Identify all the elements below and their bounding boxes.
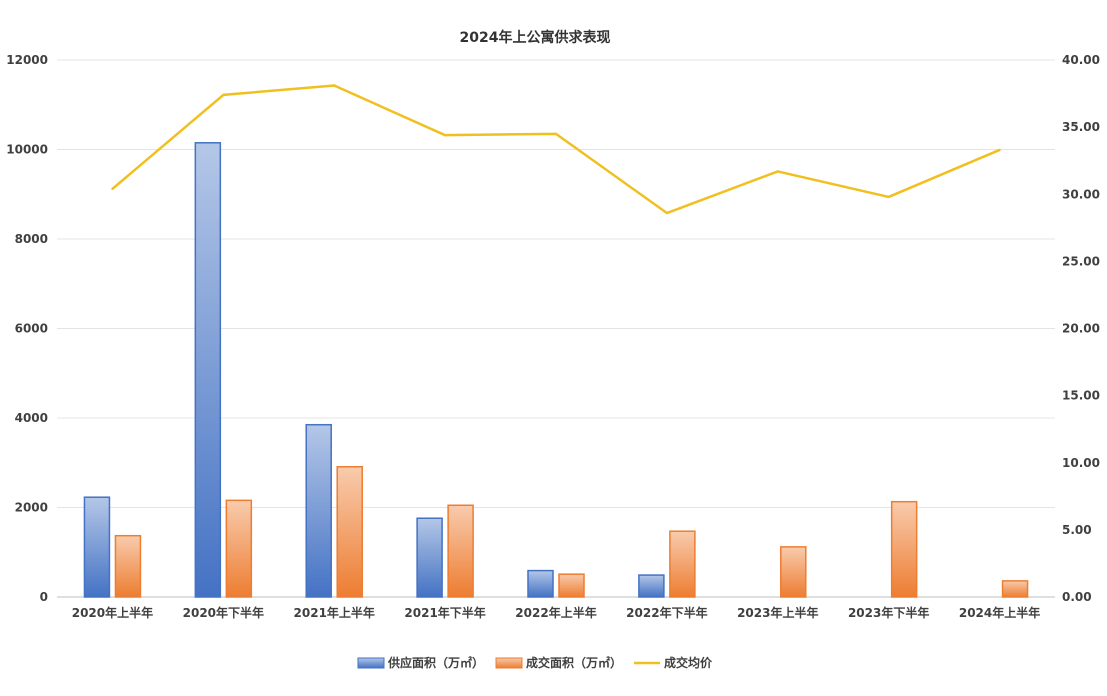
avg-price-point <box>443 133 447 137</box>
supply-bar <box>305 423 332 598</box>
y-left-tick-label: 12000 <box>6 53 48 67</box>
y-right-tick-label: 0.00 <box>1062 590 1092 604</box>
deal-bar <box>225 499 253 598</box>
deal-bar <box>558 573 585 598</box>
y-right-tick-label: 10.00 <box>1062 456 1100 470</box>
avg-price-point <box>222 93 225 97</box>
supply-bar <box>416 517 443 598</box>
avg-price-point <box>998 148 1001 152</box>
chart-title: 2024年上公寓供求表现 <box>460 29 611 46</box>
supply-bar <box>527 569 554 598</box>
y-left-tick-label: 4000 <box>15 411 48 425</box>
y-left-tick-label: 2000 <box>15 501 48 515</box>
supply-bar <box>194 142 222 598</box>
avg-price-point <box>665 211 669 215</box>
x-tick-label: 2021年上半年 <box>294 605 375 620</box>
avg-price-point <box>333 84 336 87</box>
x-tick-label: 2021年下半年 <box>404 605 485 620</box>
y-left-tick-label: 8000 <box>15 232 48 246</box>
x-tick-label: 2022年上半年 <box>515 605 596 620</box>
x-tick-label: 2020年上半年 <box>72 605 153 620</box>
x-tick-label: 2020年下半年 <box>183 605 264 620</box>
gridlines <box>57 59 1055 598</box>
deal-bar <box>780 546 807 598</box>
deal-bar <box>114 534 142 598</box>
deal-bar <box>1001 580 1029 598</box>
deal-bar <box>669 530 696 598</box>
y-right-tick-label: 40.00 <box>1062 53 1100 67</box>
supply-bar <box>638 574 665 598</box>
legend-label: 供应面积（万㎡） <box>387 655 484 670</box>
y-left-tick-label: 10000 <box>6 143 48 157</box>
axes: 0 2000 4000 6000 8000 10000 12000 0.00 5.00 10.00… <box>6 53 1100 620</box>
deal-bar <box>336 466 363 598</box>
x-tick-label: 2024年上半年 <box>959 605 1040 620</box>
avg-price-point <box>111 187 114 191</box>
y-right-tick-label: 35.00 <box>1062 120 1100 134</box>
y-right-tick-label: 30.00 <box>1062 187 1100 201</box>
avg-price-point <box>554 132 558 136</box>
avg-price-point <box>887 195 890 199</box>
deal-bar <box>890 500 918 598</box>
legend-swatch <box>357 657 385 669</box>
y-right-tick-label: 5.00 <box>1062 523 1092 537</box>
avg-price-point <box>776 170 779 173</box>
y-left-tick-label: 6000 <box>15 322 48 336</box>
legend-label: 成交均价 <box>664 655 713 670</box>
y-left-tick-label: 0 <box>40 590 48 604</box>
supply-bar <box>83 496 111 598</box>
x-tick-label: 2023年下半年 <box>848 605 929 620</box>
y-right-tick-label: 20.00 <box>1062 322 1100 336</box>
y-right-tick-label: 15.00 <box>1062 389 1100 403</box>
x-tick-label: 2022年下半年 <box>626 605 707 620</box>
legend-swatch <box>495 657 523 669</box>
line-series <box>111 84 1001 215</box>
legend-label: 成交面积（万㎡） <box>526 655 622 670</box>
x-tick-label: 2023年上半年 <box>737 605 818 620</box>
deal-bar <box>447 504 474 598</box>
bars <box>83 142 1029 598</box>
y-right-tick-label: 25.00 <box>1062 254 1100 268</box>
legend: 供应面积（万㎡） 成交面积（万㎡） 成交均价 <box>357 655 713 670</box>
